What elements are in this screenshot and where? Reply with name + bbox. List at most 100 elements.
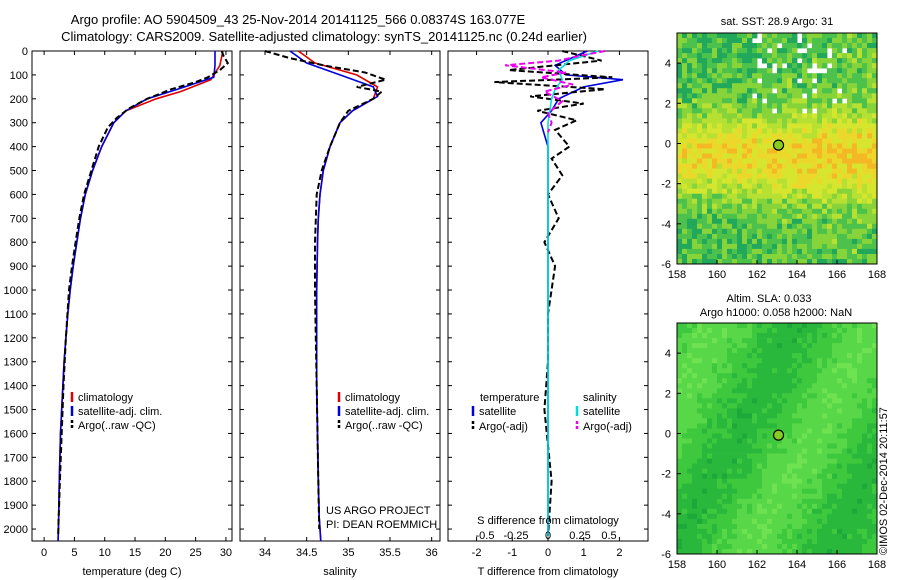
y-tick-label: 1400	[4, 381, 28, 393]
sst-map-y-tick-label: 0	[665, 138, 671, 150]
sal-x-tick-label: 34	[259, 547, 271, 559]
sst-map-x-tick-label: 158	[668, 269, 686, 281]
y-tick-label: 1700	[4, 452, 28, 464]
sst-map-x-tick-label: 166	[828, 269, 846, 281]
y-tick-label: 1800	[4, 476, 28, 488]
sst-map-y-tick-label: -4	[661, 219, 671, 231]
sla-map-argo-marker	[772, 429, 785, 441]
y-tick-label: 600	[10, 189, 28, 201]
sst-map-y-tick-label: -6	[661, 259, 671, 271]
y-tick-label: 900	[10, 261, 28, 273]
temp-x-tick-label: 5	[71, 547, 77, 559]
sal-series-2	[264, 50, 390, 530]
temp-x-tick-label: 0	[41, 547, 47, 559]
sla-map-x-tick-label: 160	[708, 559, 726, 571]
y-tick-label: 1200	[4, 333, 28, 345]
diff-x-tick-label: 2	[616, 547, 622, 559]
temp-frame	[31, 50, 233, 542]
temp-x-axis-label: temperature (deg C)	[82, 566, 181, 578]
y-tick-label: 1500	[4, 405, 28, 417]
legend-label: Argo(..raw -QC)	[78, 420, 156, 432]
legend-label: satellite	[479, 406, 516, 418]
chart-title-line1: Argo profile: AO 5904509_43 25-Nov-2014 …	[70, 12, 526, 27]
diff-x-axis-label: T difference from climatology	[478, 566, 619, 578]
y-tick-label: 200	[10, 94, 28, 106]
legend-label: Argo(-adj)	[583, 421, 632, 433]
y-tick-label: 2000	[4, 524, 28, 536]
sla-map-y-tick-label: -2	[661, 469, 671, 481]
temp-series-2	[57, 50, 230, 537]
diff-top-tick-label: 0.5	[601, 530, 616, 542]
sst-map-y-tick-label: -2	[661, 179, 671, 191]
temp-x-tick-label: 30	[220, 547, 232, 559]
temp-series-1	[57, 51, 216, 542]
diff-series-3	[504, 50, 606, 133]
sla-map-title: Altim. SLA: 0.033	[727, 293, 812, 305]
y-tick-label: 1900	[4, 500, 28, 512]
temp-x-tick-label: 25	[190, 547, 202, 559]
credit-project: US ARGO PROJECT	[326, 505, 431, 517]
y-tick-label: 1000	[4, 285, 28, 297]
sla-map-y-tick-label: 2	[665, 388, 671, 400]
sla-map-subtitle: Argo h1000: 0.058 h2000: NaN	[700, 307, 852, 319]
diff-series-2	[547, 50, 599, 537]
diff-x-tick-label: 0	[545, 547, 551, 559]
legend-header: salinity	[583, 392, 617, 404]
y-tick-label: 1100	[4, 309, 28, 321]
diff-top-axis-label: S difference from climatology	[477, 515, 619, 527]
sst-map-frame	[676, 32, 878, 265]
y-tick-label: 400	[10, 142, 28, 154]
diff-x-tick-label: 1	[581, 547, 587, 559]
y-tick-label: 700	[10, 213, 28, 225]
credit-pi: PI: DEAN ROEMMICH	[326, 519, 438, 531]
sal-x-tick-label: 36	[426, 547, 438, 559]
sal-series-0	[297, 50, 379, 542]
sla-map-y-tick-label: -6	[661, 549, 671, 561]
y-tick-label: 100	[10, 70, 28, 82]
timestamp-stamp: ©IMOS 02-Dec-2014 20:11:57	[878, 407, 890, 555]
sal-series-1	[289, 50, 379, 542]
sla-map-x-tick-label: 158	[668, 559, 686, 571]
temp-x-tick-label: 15	[129, 547, 141, 559]
diff-series-1	[494, 50, 613, 537]
diff-top-tick-label: -0.25	[503, 530, 528, 542]
legend-label: satellite-adj. clim.	[345, 406, 429, 418]
y-tick-label: 500	[10, 166, 28, 178]
legend-label: climatology	[78, 392, 134, 404]
sst-map-x-tick-label: 168	[868, 269, 886, 281]
y-tick-label: 800	[10, 237, 28, 249]
sst-map-argo-marker	[772, 139, 785, 151]
diff-series-0	[540, 50, 624, 537]
temp-series-0	[57, 50, 224, 542]
y-tick-label: 1300	[4, 357, 28, 369]
diff-top-tick-label: 0	[545, 530, 551, 542]
sst-map-x-tick-label: 162	[748, 269, 766, 281]
legend-label: Argo(-adj)	[479, 421, 528, 433]
sla-map-frame	[676, 322, 878, 555]
sal-x-tick-label: 35.5	[379, 547, 400, 559]
sst-map-y-tick-label: 2	[665, 98, 671, 110]
sst-map-x-tick-label: 164	[788, 269, 806, 281]
legend-label: satellite-adj. clim.	[78, 406, 162, 418]
legend-label: Argo(..raw -QC)	[345, 420, 423, 432]
sal-frame	[239, 50, 441, 542]
sst-map-title: sat. SST: 28.9 Argo: 31	[721, 16, 834, 28]
sst-map-cells	[677, 33, 878, 265]
diff-x-tick-label: -1	[507, 547, 517, 559]
sla-map-x-tick-label: 166	[828, 559, 846, 571]
y-tick-label: 1600	[4, 428, 28, 440]
diff-top-tick-label: -0.5	[476, 530, 495, 542]
sal-x-tick-label: 34.5	[296, 547, 317, 559]
sst-map-x-tick-label: 160	[708, 269, 726, 281]
y-tick-label: 300	[10, 118, 28, 130]
legend-label: satellite	[583, 406, 620, 418]
sla-map-y-tick-label: 0	[665, 428, 671, 440]
legend-header: temperature	[480, 392, 539, 404]
sla-map-y-tick-label: -4	[661, 509, 671, 521]
y-tick-label: 0	[22, 46, 28, 58]
legend-label: climatology	[345, 392, 401, 404]
diff-x-tick-label: -2	[472, 547, 482, 559]
temp-x-tick-label: 10	[99, 547, 111, 559]
sst-map-y-tick-label: 4	[665, 58, 671, 70]
